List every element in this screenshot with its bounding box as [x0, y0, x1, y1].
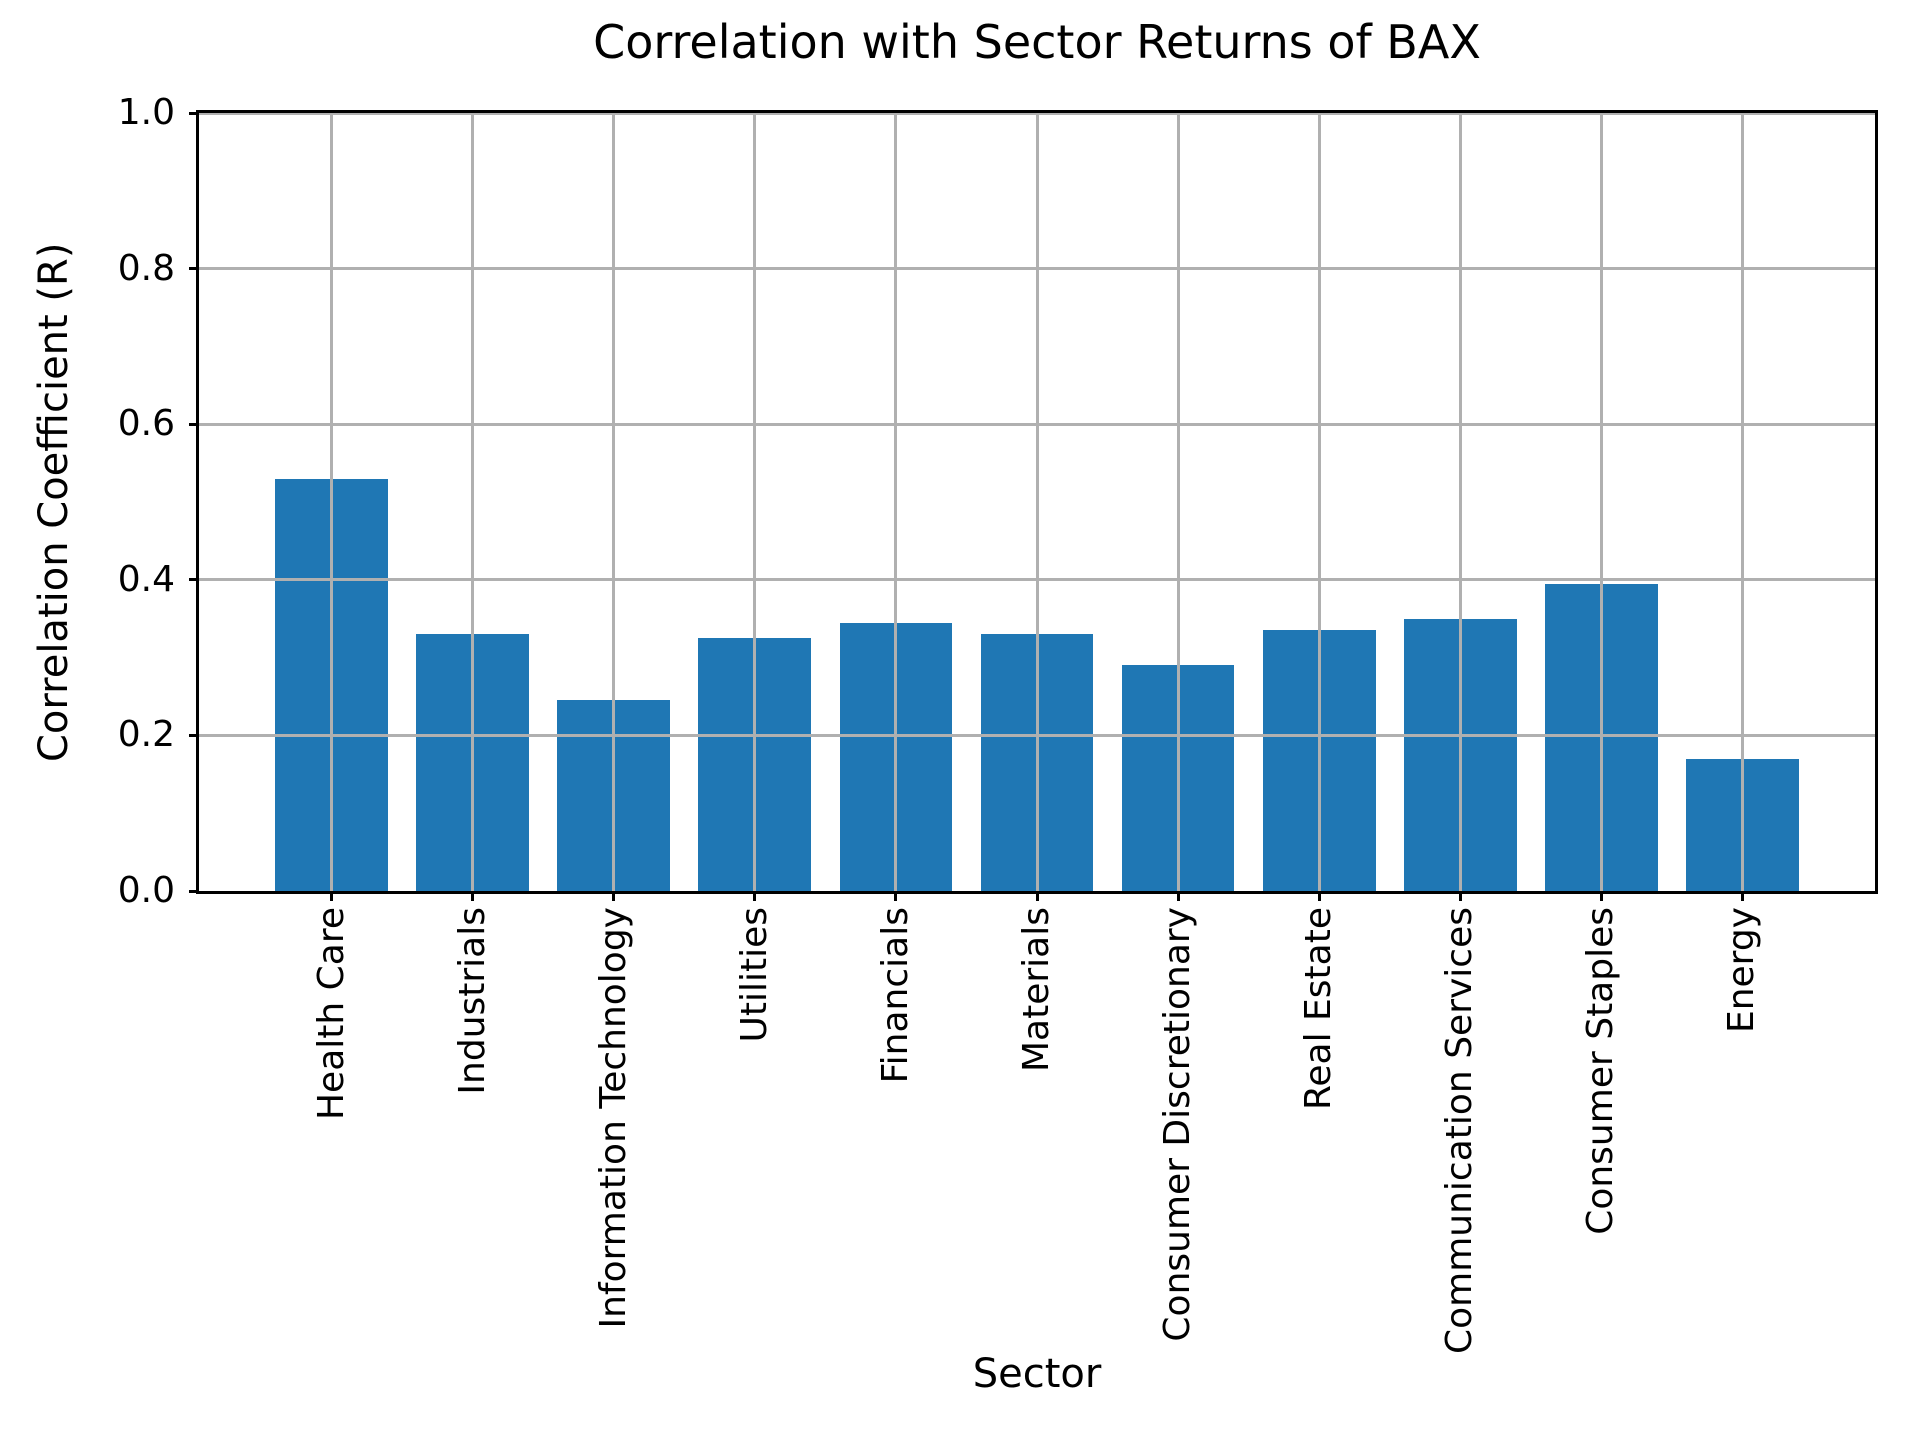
v-gridline: [471, 113, 475, 891]
right-spine: [1875, 110, 1878, 894]
x-tick-mark: [1740, 891, 1744, 901]
x-tick-label: Consumer Staples: [1580, 907, 1622, 1235]
y-tick-mark: [189, 422, 199, 426]
top-spine: [196, 110, 1878, 113]
x-tick-mark: [612, 891, 616, 901]
v-gridline: [894, 113, 898, 891]
x-tick-mark: [1176, 891, 1180, 901]
x-tick-mark: [1035, 891, 1039, 901]
y-tick-mark: [189, 578, 199, 582]
bottom-spine: [196, 891, 1878, 894]
x-tick-mark: [1317, 891, 1321, 901]
x-tick-label: Real Estate: [1298, 907, 1340, 1110]
x-tick-mark: [1599, 891, 1603, 901]
y-axis-label: Correlation Coefficient (R): [31, 242, 77, 762]
x-tick-label: Industrials: [451, 907, 493, 1095]
v-gridline: [1176, 113, 1180, 891]
v-gridline: [330, 113, 334, 891]
y-tick-label: 0.6: [117, 403, 175, 445]
y-tick-label: 0.0: [117, 870, 175, 911]
x-tick-label: Utilities: [733, 907, 775, 1043]
chart-title: Correlation with Sector Returns of BAX: [593, 15, 1481, 69]
x-tick-label: Energy: [1721, 907, 1763, 1034]
x-axis-label: Sector: [972, 1351, 1102, 1397]
v-gridline: [1740, 113, 1744, 891]
y-tick-mark: [189, 733, 199, 737]
x-tick-label: Communication Services: [1439, 907, 1481, 1354]
y-tick-label: 1.0: [117, 92, 175, 133]
x-tick-mark: [753, 891, 757, 901]
v-gridline: [1599, 113, 1603, 891]
y-tick-mark: [189, 111, 199, 115]
v-gridline: [1035, 113, 1039, 891]
x-tick-mark: [894, 891, 898, 901]
y-tick-label: 0.2: [117, 714, 175, 756]
y-tick-mark: [189, 889, 199, 893]
x-tick-mark: [330, 891, 334, 901]
v-gridline: [753, 113, 757, 891]
x-tick-mark: [1458, 891, 1462, 901]
v-gridline: [1458, 113, 1462, 891]
x-tick-label: Health Care: [310, 907, 352, 1121]
x-tick-label: Information Technology: [592, 907, 634, 1329]
y-tick-label: 0.8: [117, 247, 175, 289]
y-tick-label: 0.4: [117, 558, 175, 600]
x-tick-mark: [471, 891, 475, 901]
x-tick-label: Materials: [1016, 907, 1057, 1073]
left-spine: [196, 110, 199, 894]
v-gridline: [612, 113, 616, 891]
y-tick-mark: [189, 267, 199, 271]
x-tick-label: Financials: [874, 907, 916, 1084]
x-tick-label: Consumer Discretionary: [1157, 907, 1199, 1342]
v-gridline: [1317, 113, 1321, 891]
